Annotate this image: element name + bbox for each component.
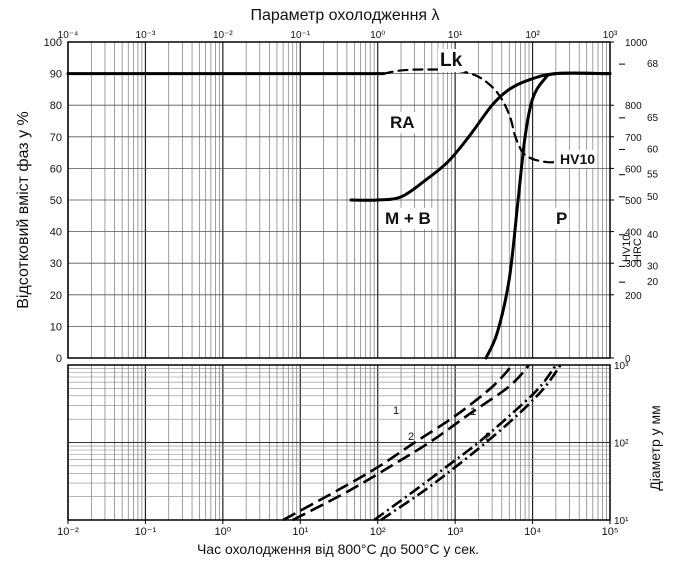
top-panel-grid — [67, 41, 611, 359]
y-tick-label: 40 — [50, 227, 62, 239]
y-tick-label: 20 — [50, 290, 62, 302]
diameter-curve-2 — [373, 364, 557, 522]
y-tick-label: 30 — [50, 258, 62, 270]
annotation-backing — [383, 208, 433, 229]
hv-tick-label: 200 — [625, 291, 642, 302]
bottom-panel-frame — [67, 364, 611, 521]
hrc-tick-label: 30 — [647, 261, 659, 272]
hv-tick-label: 300 — [625, 259, 642, 270]
bottom-panel-series — [282, 364, 562, 522]
hv-tick-label: 800 — [625, 101, 642, 112]
x-tick-label: 10¹ — [292, 526, 308, 538]
x-tick-label: 10⁴ — [524, 526, 541, 538]
y-tick-label: 70 — [50, 132, 62, 144]
top-tick-label: 10³ — [603, 30, 618, 41]
hrc-tick-label: 65 — [647, 113, 659, 124]
series-line-2 — [484, 71, 612, 360]
label-curve-2-dashdot: 2 — [485, 431, 491, 443]
top-tick-label: 10⁻³ — [136, 30, 156, 41]
top-panel-series — [66, 68, 612, 360]
annotation-backing — [388, 112, 417, 133]
hrc-axis-label: HRC — [632, 238, 644, 262]
top-axis-title: Параметр охолодження λ — [250, 7, 439, 24]
diameter-curve-0 — [282, 364, 514, 522]
label-curve-1-dashdot: 1 — [470, 406, 476, 418]
x-tick-label: 10⁻¹ — [135, 526, 157, 538]
y-tick-label: 90 — [50, 69, 62, 81]
top-tick-label: 10⁻² — [213, 30, 233, 41]
top-tick-label: 10⁻¹ — [290, 30, 310, 41]
annotation-backing — [554, 208, 570, 229]
hv-tick-label: 1000 — [625, 38, 648, 49]
x-tick-label: 10⁰ — [215, 526, 232, 538]
diameter-axis-title: Діаметр у мм — [647, 405, 663, 491]
hrc-tick-label: 60 — [647, 144, 659, 155]
x-axis-title: Час охолодження від 800°C до 500°C у сек… — [197, 541, 479, 557]
y-tick-label: 100 — [44, 37, 62, 49]
annotation-hv10: HV10 — [560, 151, 595, 167]
y-axis-title: Відсотковий вміст фаз у % — [15, 111, 32, 309]
hv-tick-label: 0 — [625, 354, 631, 365]
x-tick-label: 10³ — [447, 526, 463, 538]
label-curve-2-dash: 2 — [408, 431, 414, 443]
top-tick-label: 10⁰ — [370, 30, 385, 41]
top-tick-label: 10⁻⁴ — [58, 30, 79, 41]
hv10-axis-label: HV10 — [621, 234, 633, 262]
top-tick-label: 10¹ — [448, 30, 463, 41]
x-tick-label: 10⁻² — [57, 526, 79, 538]
label-curve-1-dash: 1 — [393, 405, 399, 417]
diameter-curve-1 — [292, 364, 531, 522]
hv-tick-label: 500 — [625, 196, 642, 207]
hv-tick-label: 400 — [625, 228, 642, 239]
hrc-tick-label: 50 — [647, 192, 659, 203]
y-tick-label: 60 — [50, 163, 62, 175]
y-tick-label: 0 — [56, 353, 62, 365]
series-line-1 — [349, 71, 612, 202]
top-tick-label: 10² — [525, 30, 540, 41]
x-tick-label: 10⁵ — [602, 526, 619, 538]
diameter-tick-label: 10¹ — [614, 516, 629, 527]
annotation-lk: Lk — [440, 50, 463, 71]
hrc-tick-label: 40 — [647, 230, 659, 241]
series-line-3 — [382, 68, 557, 164]
annotation-backing — [438, 49, 465, 72]
annotation-backing — [558, 150, 598, 168]
hv-tick-label: 700 — [625, 133, 642, 144]
hrc-tick-label: 20 — [647, 277, 659, 288]
diameter-tick-label: 10² — [614, 439, 629, 450]
diameter-curve-3 — [380, 364, 562, 522]
bottom-panel-grid — [67, 364, 611, 521]
diameter-tick-label: 10³ — [614, 361, 629, 372]
y-tick-label: 10 — [50, 321, 62, 333]
y-tick-label: 50 — [50, 195, 62, 207]
annotation-m-b: M + B — [385, 209, 431, 228]
x-tick-label: 10² — [370, 526, 386, 538]
annotation-p: P — [556, 209, 567, 228]
hrc-tick-label: 68 — [647, 59, 659, 70]
annotation-ra: RA — [390, 113, 415, 132]
hv-tick-label: 600 — [625, 164, 642, 175]
hrc-tick-label: 55 — [647, 170, 659, 181]
y-tick-label: 80 — [50, 100, 62, 112]
